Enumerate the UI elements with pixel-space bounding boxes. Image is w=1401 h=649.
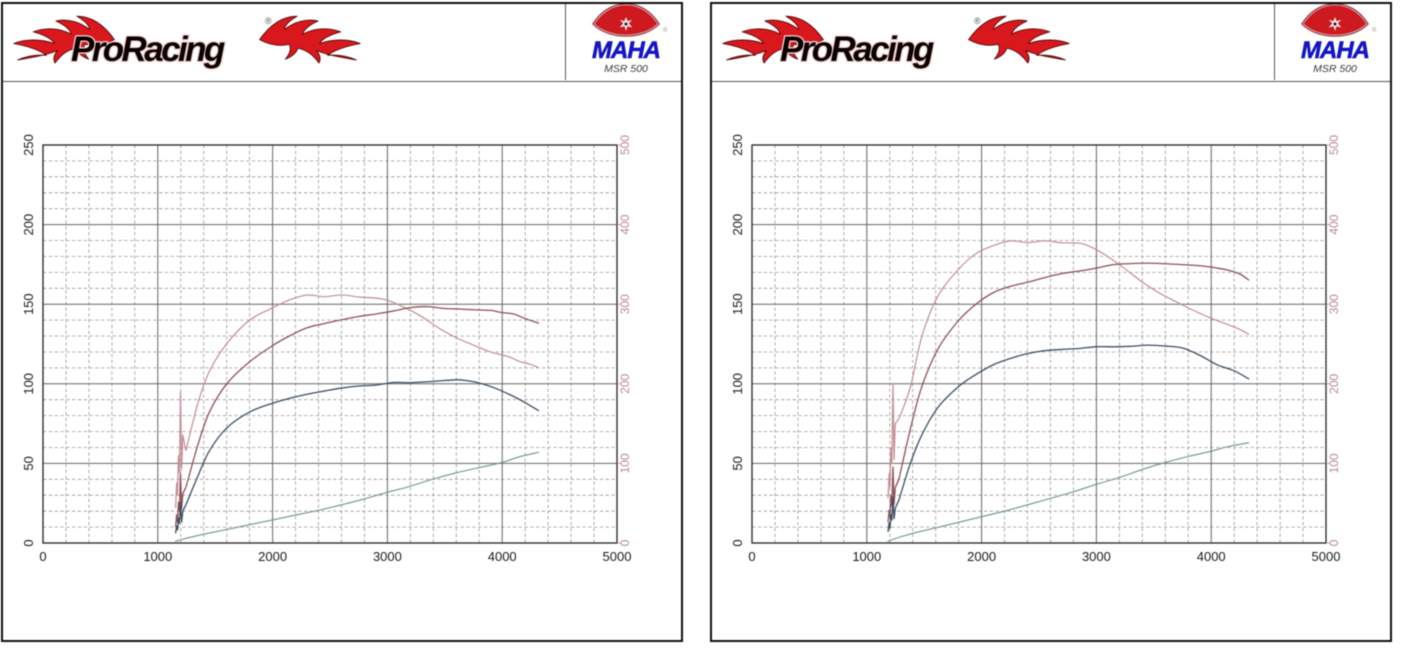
svg-text:0: 0 (21, 539, 36, 546)
svg-text:100: 100 (21, 373, 36, 395)
svg-text:200: 200 (730, 214, 745, 236)
svg-text:4000: 4000 (1197, 549, 1226, 564)
svg-text:ProRacing: ProRacing (71, 30, 225, 69)
svg-text:4000: 4000 (488, 549, 517, 564)
svg-text:50: 50 (730, 456, 745, 470)
svg-text:®: ® (974, 16, 981, 26)
svg-text:200: 200 (21, 214, 36, 236)
svg-text:0: 0 (730, 539, 745, 546)
svg-text:250: 250 (730, 134, 745, 156)
svg-text:0: 0 (748, 549, 755, 564)
svg-text:3000: 3000 (373, 549, 402, 564)
svg-text:®: ® (663, 27, 668, 34)
svg-text:MSR 500: MSR 500 (1313, 63, 1357, 75)
svg-text:1000: 1000 (852, 549, 881, 564)
svg-text:®: ® (1372, 27, 1377, 34)
svg-text:2000: 2000 (967, 549, 996, 564)
svg-text:100: 100 (730, 373, 745, 395)
svg-text:5000: 5000 (603, 549, 632, 564)
svg-text:MAHA: MAHA (1301, 37, 1369, 64)
svg-text:ProRacing: ProRacing (780, 30, 934, 69)
svg-text:1000: 1000 (143, 549, 172, 564)
svg-text:150: 150 (730, 293, 745, 315)
svg-text:150: 150 (21, 293, 36, 315)
svg-text:MSR 500: MSR 500 (604, 63, 648, 75)
svg-text:2000: 2000 (258, 549, 287, 564)
svg-text:MAHA: MAHA (592, 37, 660, 64)
svg-text:0: 0 (39, 549, 46, 564)
svg-text:®: ® (265, 16, 272, 26)
svg-text:50: 50 (21, 456, 36, 470)
svg-text:250: 250 (21, 134, 36, 156)
svg-text:5000: 5000 (1312, 549, 1341, 564)
svg-text:3000: 3000 (1082, 549, 1111, 564)
